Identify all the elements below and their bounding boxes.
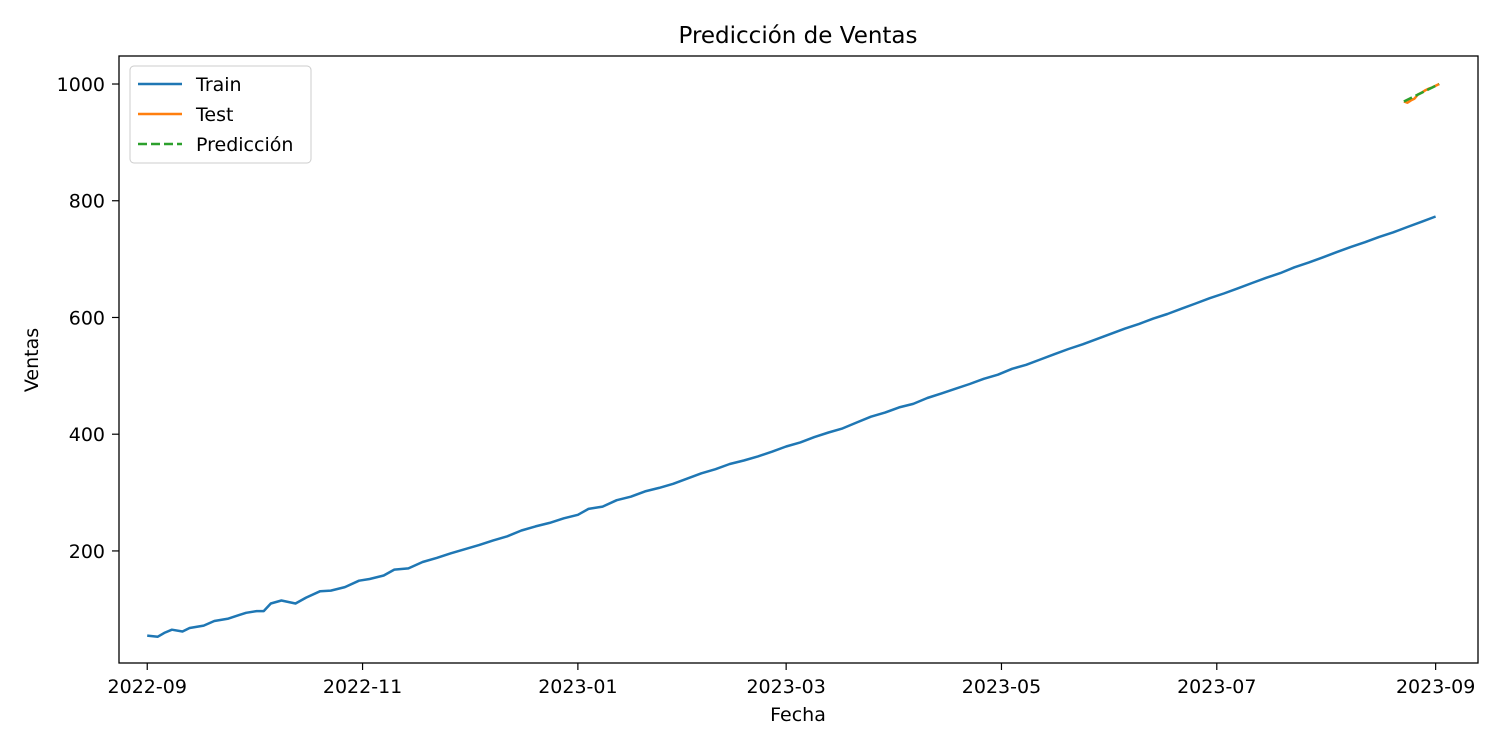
legend-label-train: Train xyxy=(195,74,242,96)
legend: Train Test Predicción xyxy=(129,65,312,164)
y-tick-label: 800 xyxy=(69,191,105,213)
x-axis: 2022-09 2022-11 2023-01 2023-03 2023-05 2023-… xyxy=(108,663,1475,698)
x-axis-title: Fecha xyxy=(770,704,826,726)
y-tick-label: 400 xyxy=(69,424,105,446)
legend-box xyxy=(129,65,312,164)
x-tick-label: 2023-05 xyxy=(962,676,1041,698)
series-line-prediccion xyxy=(1403,82,1440,103)
plot-area xyxy=(147,82,1440,638)
y-axis: 200 400 600 800 1000 xyxy=(57,74,119,563)
y-tick-label: 1000 xyxy=(57,74,105,96)
series-line-train xyxy=(147,215,1437,638)
x-tick-label: 2022-09 xyxy=(108,676,187,698)
y-tick-label: 200 xyxy=(69,541,105,563)
chart-title: Predicción de Ventas xyxy=(678,23,917,49)
x-tick-label: 2023-03 xyxy=(746,676,825,698)
x-tick-label: 2022-11 xyxy=(323,676,402,698)
axes-frame xyxy=(118,55,1479,664)
x-tick-label: 2023-09 xyxy=(1396,676,1475,698)
x-tick-label: 2023-07 xyxy=(1177,676,1256,698)
y-axis-title: Ventas xyxy=(21,328,43,392)
legend-label-prediccion: Predicción xyxy=(196,134,293,156)
y-tick-label: 600 xyxy=(69,307,105,329)
x-tick-label: 2023-01 xyxy=(538,676,617,698)
legend-label-test: Test xyxy=(195,104,233,126)
